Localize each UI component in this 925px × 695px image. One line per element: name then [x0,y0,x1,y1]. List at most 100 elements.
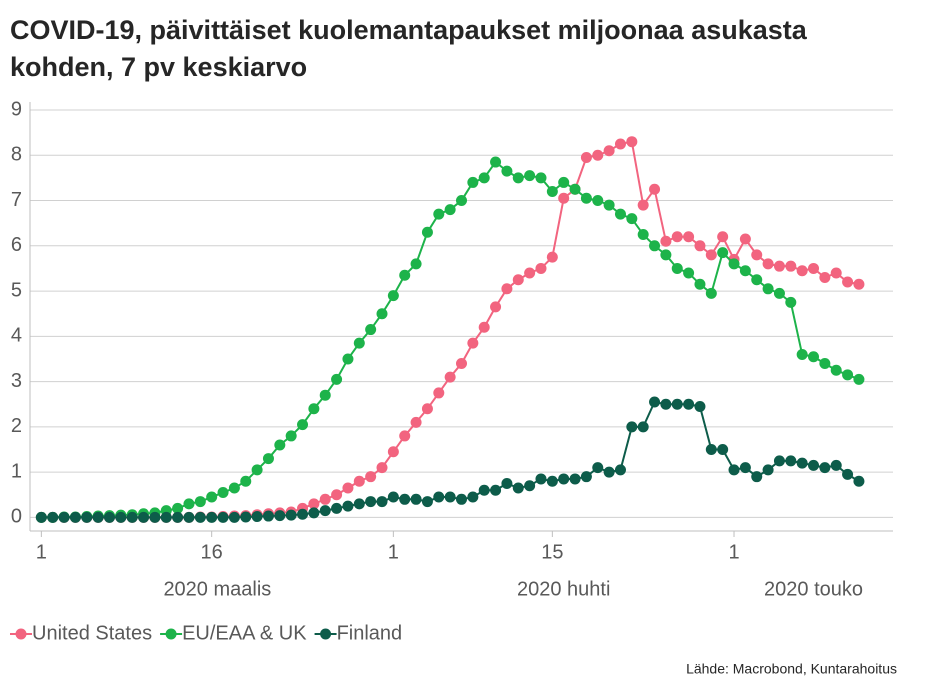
point [501,165,513,177]
point [433,387,445,399]
point [467,337,479,349]
point [819,358,831,370]
point [342,500,354,512]
point [785,296,797,308]
point [69,511,81,523]
point [773,260,785,272]
point [637,199,649,211]
point [705,287,717,299]
point [853,278,865,290]
point [592,195,604,207]
point [580,471,592,483]
legend-label: Finland [337,622,403,644]
point [546,251,558,263]
point [705,249,717,261]
point [342,482,354,494]
point [433,491,445,503]
point [501,477,513,489]
point [376,496,388,508]
point [478,321,490,333]
x-tick-label: 16 [201,541,223,563]
point [558,192,570,204]
y-tick-label: 9 [11,98,22,120]
point [444,371,456,383]
point [649,240,661,252]
point [217,511,229,523]
point [240,475,252,487]
point [285,509,297,521]
legend-label: United States [32,622,152,644]
point [842,468,854,480]
point [649,396,661,408]
point [58,511,70,523]
point [149,511,161,523]
point [421,403,433,415]
point [660,235,672,247]
point [410,493,422,505]
point [92,511,104,523]
point [569,473,581,485]
point [319,493,331,505]
point [637,421,649,433]
point [808,459,820,471]
point [830,267,842,279]
point [308,403,320,415]
point [512,172,524,184]
legend-marker [165,628,177,640]
point [410,416,422,428]
point [683,398,695,410]
point [603,145,615,157]
point [671,398,683,410]
point [183,498,195,510]
point [297,508,309,520]
point [671,231,683,243]
point [819,462,831,474]
point [308,507,320,519]
point [194,496,206,508]
point [353,337,365,349]
point [705,444,717,456]
point [717,444,729,456]
point [535,172,547,184]
y-tick-label: 1 [11,460,22,482]
point [228,482,240,494]
point [728,258,740,270]
point [490,484,502,496]
point [785,260,797,272]
point [546,475,558,487]
y-tick-label: 7 [11,189,22,211]
point [421,496,433,508]
point [217,487,229,499]
point [251,464,263,476]
month-label: 2020 maalis [163,578,271,600]
point [172,502,184,514]
point [626,213,638,225]
point [808,351,820,363]
y-tick-label: 3 [11,370,22,392]
point [762,258,774,270]
source: Lähde: Macrobond, Kuntarahoitus [686,661,897,677]
y-tick-label: 0 [11,506,22,528]
point [399,269,411,281]
point [637,228,649,240]
point [47,511,59,523]
point [614,208,626,220]
point [490,301,502,313]
point [739,265,751,277]
point [478,484,490,496]
point [138,511,150,523]
point [762,283,774,295]
point [456,358,467,370]
point [206,511,218,523]
point [773,455,785,467]
point [240,511,252,523]
point [285,430,297,442]
point [524,480,536,492]
point [183,511,195,523]
point [308,498,320,510]
point [558,176,570,188]
point [490,156,502,168]
x-tick-label: 15 [541,541,563,563]
point [739,233,751,245]
point [569,183,581,195]
